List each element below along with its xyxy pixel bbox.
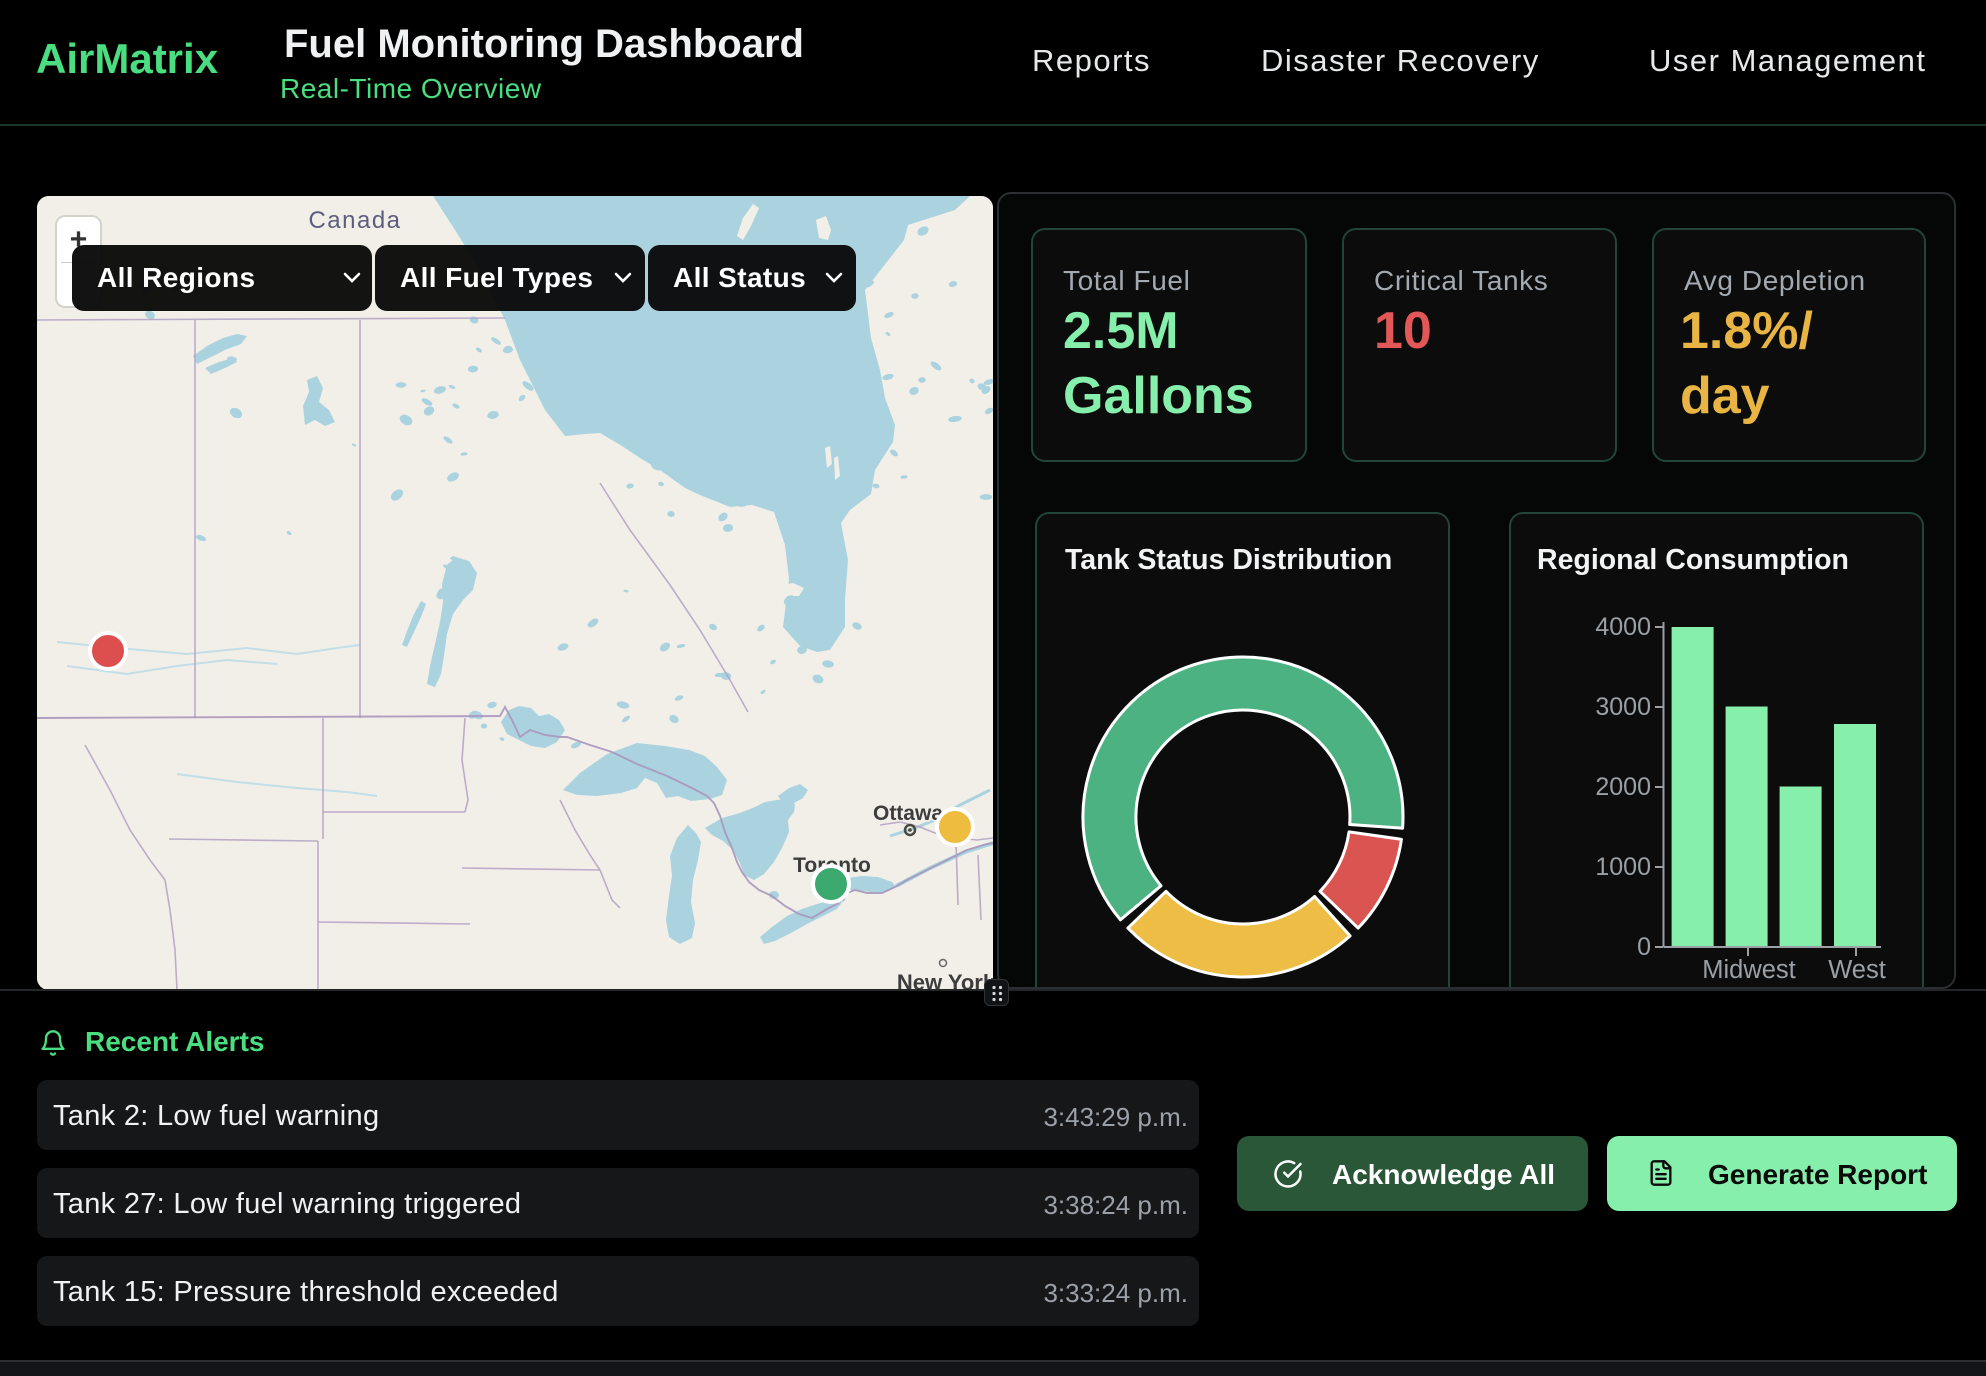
svg-text:1000: 1000 bbox=[1595, 853, 1651, 881]
svg-text:4000: 4000 bbox=[1595, 613, 1651, 641]
svg-text:2000: 2000 bbox=[1595, 773, 1651, 801]
svg-text:New York: New York bbox=[897, 970, 993, 990]
svg-text:Canada: Canada bbox=[308, 207, 401, 234]
svg-text:Midwest: Midwest bbox=[1702, 956, 1796, 984]
svg-text:3000: 3000 bbox=[1595, 693, 1651, 721]
svg-text:West: West bbox=[1828, 956, 1886, 984]
svg-text:Ottawa: Ottawa bbox=[873, 802, 943, 825]
svg-text:0: 0 bbox=[1637, 933, 1651, 961]
